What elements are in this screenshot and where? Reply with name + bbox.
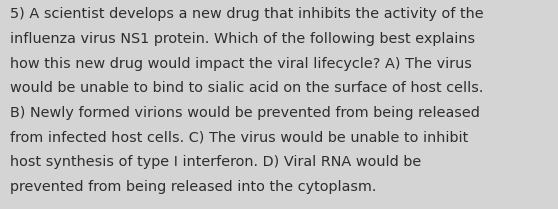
Text: host synthesis of type I interferon. D) Viral RNA would be: host synthesis of type I interferon. D) …	[10, 155, 421, 169]
Text: prevented from being released into the cytoplasm.: prevented from being released into the c…	[10, 180, 377, 194]
Text: would be unable to bind to sialic acid on the surface of host cells.: would be unable to bind to sialic acid o…	[10, 81, 483, 95]
Text: 5) A scientist develops a new drug that inhibits the activity of the: 5) A scientist develops a new drug that …	[10, 7, 484, 21]
Text: influenza virus NS1 protein. Which of the following best explains: influenza virus NS1 protein. Which of th…	[10, 32, 475, 46]
Text: from infected host cells. C) The virus would be unable to inhibit: from infected host cells. C) The virus w…	[10, 131, 468, 145]
Text: how this new drug would impact the viral lifecycle? A) The virus: how this new drug would impact the viral…	[10, 57, 472, 71]
Text: B) Newly formed virions would be prevented from being released: B) Newly formed virions would be prevent…	[10, 106, 480, 120]
